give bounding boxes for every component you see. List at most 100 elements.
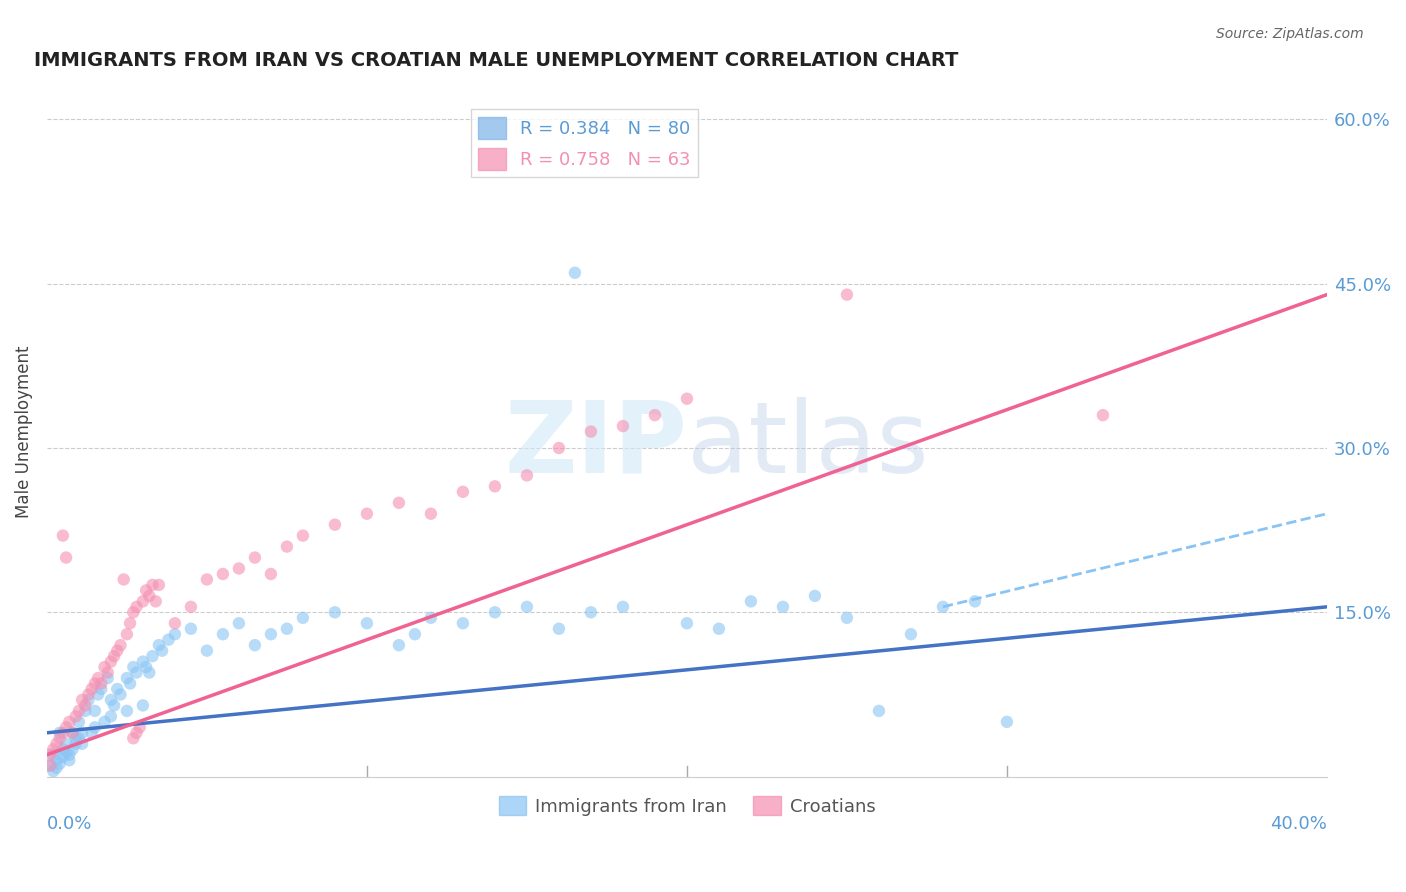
Point (48, 731, 70, 746)
Point (276, 540, 298, 554)
Text: 40.0%: 40.0% (1270, 814, 1327, 832)
Point (228, 616, 250, 631)
Point (105, 681, 128, 696)
Point (356, 507, 378, 521)
Point (388, 496, 411, 510)
Point (612, 419, 634, 434)
Point (579, 605, 602, 619)
Text: IMMIGRANTS FROM IRAN VS CROATIAN MALE UNEMPLOYMENT CORRELATION CHART: IMMIGRANTS FROM IRAN VS CROATIAN MALE UN… (34, 51, 959, 70)
Point (138, 665, 160, 680)
Point (42, 764, 65, 779)
Point (87, 688, 110, 702)
Point (55, 737, 77, 751)
Point (180, 599, 202, 614)
Point (115, 627, 138, 641)
Point (105, 643, 128, 657)
Point (90, 681, 112, 696)
Point (58, 747, 80, 762)
Point (612, 599, 634, 614)
Point (548, 622, 571, 636)
Point (141, 649, 163, 664)
Point (45, 761, 67, 775)
Point (323, 517, 346, 532)
Point (145, 594, 167, 608)
Point (67, 731, 90, 746)
Point (356, 616, 378, 631)
Point (132, 655, 155, 669)
Point (212, 627, 235, 641)
Point (163, 627, 186, 641)
Point (120, 676, 142, 690)
Point (93, 660, 115, 674)
Text: 0.0%: 0.0% (46, 814, 93, 832)
Text: ZIP: ZIP (503, 397, 688, 494)
Point (141, 578, 163, 592)
Point (83, 704, 105, 718)
Point (228, 561, 250, 575)
Point (243, 550, 266, 565)
Point (995, 714, 1018, 729)
Point (52, 528, 75, 542)
Point (45, 753, 67, 767)
Point (128, 720, 150, 734)
Point (419, 611, 441, 625)
Point (707, 622, 730, 636)
Point (516, 599, 538, 614)
Legend: Immigrants from Iran, Croatians: Immigrants from Iran, Croatians (491, 789, 883, 822)
Point (110, 688, 132, 702)
Point (70, 737, 93, 751)
Point (39, 747, 62, 762)
Point (148, 638, 170, 652)
Point (125, 599, 148, 614)
Point (548, 441, 571, 455)
Point (100, 655, 122, 669)
Point (62, 726, 84, 740)
Point (772, 599, 794, 614)
Point (451, 616, 474, 631)
Point (291, 528, 314, 542)
Point (163, 616, 186, 631)
Text: Source: ZipAtlas.com: Source: ZipAtlas.com (1216, 27, 1364, 41)
Point (323, 605, 346, 619)
Point (77, 688, 100, 702)
Point (115, 704, 138, 718)
Point (42, 742, 65, 756)
Point (1091, 408, 1114, 422)
Point (132, 698, 155, 713)
Point (115, 671, 138, 685)
Point (77, 693, 100, 707)
Point (83, 720, 105, 734)
Point (180, 622, 202, 636)
Point (150, 643, 173, 657)
Point (55, 746, 77, 760)
Point (80, 726, 103, 740)
Point (75, 704, 97, 718)
Point (195, 573, 218, 587)
Point (39, 758, 62, 772)
Point (138, 589, 160, 603)
Point (103, 698, 125, 713)
Point (55, 720, 77, 734)
Point (80, 681, 103, 696)
Point (103, 649, 125, 664)
Point (112, 573, 135, 587)
Point (97, 671, 120, 685)
Point (148, 578, 170, 592)
Point (70, 693, 93, 707)
Point (125, 665, 148, 680)
Point (484, 479, 506, 493)
Point (58, 753, 80, 767)
Point (260, 627, 283, 641)
Point (276, 622, 298, 636)
Point (100, 693, 122, 707)
Point (75, 698, 97, 713)
Point (963, 594, 986, 608)
Point (644, 408, 666, 422)
Point (212, 566, 235, 581)
Point (125, 726, 148, 740)
Point (67, 704, 90, 718)
Point (52, 742, 75, 756)
Point (67, 714, 90, 729)
Point (676, 392, 699, 406)
Point (135, 660, 157, 674)
